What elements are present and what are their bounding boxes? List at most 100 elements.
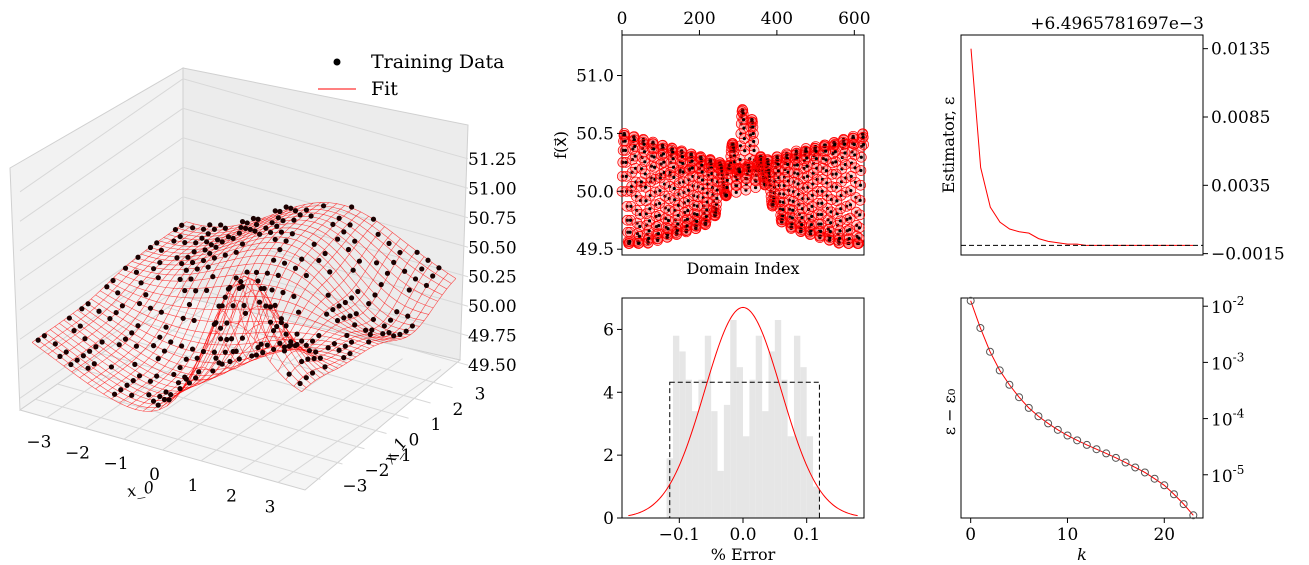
data-point-center [861,132,865,136]
data-point-center [809,223,813,227]
x1-tick-label: 0 [409,431,420,451]
data-point-center [633,144,637,149]
training-point [171,238,177,244]
mesh-line [131,255,402,340]
data-point-center [861,135,865,139]
data-point-center [743,149,747,153]
training-point [278,229,285,235]
data-point-center [621,160,625,164]
training-point [189,259,196,266]
data-point-center [745,177,749,181]
data-point-center [676,213,680,218]
histogram-bar [762,411,769,518]
training-point [133,343,140,349]
data-point-center [700,163,704,167]
training-point [172,226,179,233]
training-point [278,316,284,322]
training-point [394,309,400,315]
training-point [252,228,258,234]
data-point-center [720,169,724,173]
histogram-bar [723,404,731,518]
training-point [243,225,249,231]
data-point-center [833,150,837,154]
data-point-center [843,151,847,155]
data-point-center [753,185,758,190]
data-point-center [838,236,842,240]
data-point-center [843,142,847,146]
training-point [174,255,180,261]
training-point [299,358,305,365]
wall-grid-line [19,137,469,252]
data-point-center [715,188,719,192]
convergence-marker [1169,490,1178,499]
training-point [57,353,63,359]
data-point-center [705,208,709,212]
data-point-center [819,212,824,217]
convergence-series [966,296,1198,520]
training-point [275,272,281,279]
training-point [344,332,350,339]
training-point [213,244,219,250]
data-point-center [647,229,651,233]
data-point-center [715,196,719,200]
data-point-center [647,236,651,240]
training-point [157,334,163,340]
training-point [258,341,264,347]
data-point-center [858,213,862,217]
training-point [222,252,228,258]
training-point [309,338,316,344]
training-point [372,292,378,298]
training-point [124,382,130,388]
data-point-center [858,198,862,202]
training-point [267,319,274,325]
floor-grid-line [277,369,442,483]
training-point [189,346,196,352]
data-point-center [652,147,656,151]
data-point-center [681,170,685,174]
data-point-center [805,174,810,178]
training-point [193,375,199,381]
training-point [325,345,331,351]
training-point [272,208,278,214]
training-point [163,389,169,395]
x1-tick-label: −2 [364,461,389,481]
data-point-center [656,232,660,236]
data-point-center [824,158,828,162]
data-point-center [705,200,709,204]
gaussian-fit-curve [628,306,858,517]
data-point-center [747,165,751,169]
convergence-marker [1189,511,1198,520]
data-point-center [652,155,656,159]
training-point [249,353,255,359]
training-point [216,303,222,309]
x-tick-label: 400 [761,9,793,29]
training-point [402,268,408,274]
data-point-center [629,204,633,208]
training-point [208,242,214,248]
training-point [193,288,199,294]
data-point-center [719,166,724,170]
data-point-center [810,204,814,208]
data-point-center [776,169,781,173]
training-point [186,301,193,308]
data-point-center [704,214,709,219]
data-point-center [848,203,853,207]
training-point [85,365,91,371]
z-tick-label: 51.25 [468,150,517,170]
data-point-center [700,178,705,182]
mesh-line [285,267,441,380]
training-point [405,313,411,319]
training-point [283,238,289,244]
training-point [303,375,309,381]
convergence-marker [1102,449,1111,458]
data-point-center [824,149,828,153]
training-point [308,213,314,219]
training-point [257,231,263,237]
training-point [349,204,355,210]
data-point-center [838,219,842,223]
mesh-line [237,232,393,351]
training-point [93,344,99,350]
training-point [331,341,337,347]
error-histogram-panel: −0.1 0.0 0.1 0 2 4 6 % Error [603,297,865,564]
training-point [253,352,260,358]
